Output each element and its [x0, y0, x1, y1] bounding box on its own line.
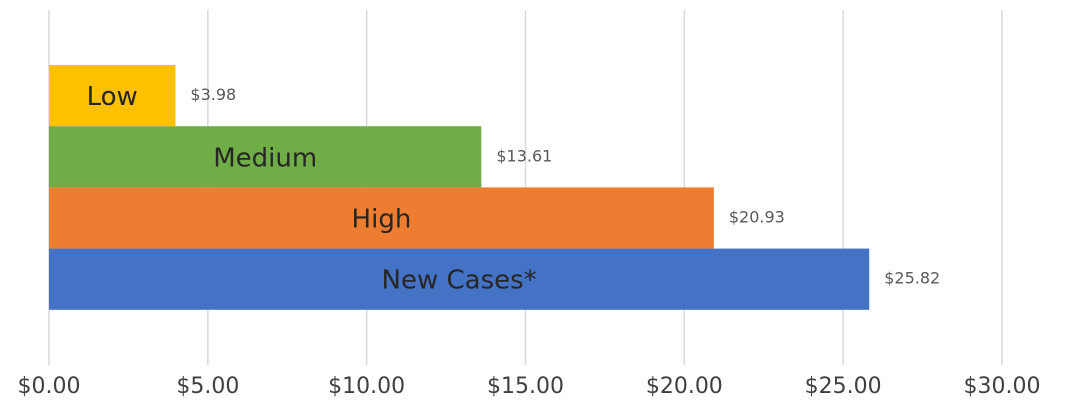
- value-label: $13.61: [496, 146, 552, 165]
- x-tick-label: $20.00: [646, 374, 723, 399]
- bar: [49, 248, 870, 310]
- category-label: Low: [87, 82, 138, 112]
- bar: [49, 126, 482, 188]
- x-tick-label: $5.00: [176, 374, 239, 399]
- value-label: $25.82: [884, 269, 940, 288]
- x-tick-label: $10.00: [328, 374, 405, 399]
- category-label: New Cases*: [382, 266, 537, 296]
- x-tick-label: $15.00: [487, 374, 564, 399]
- value-label: $3.98: [190, 85, 236, 104]
- bar: [49, 187, 714, 249]
- x-tick-label: $30.00: [964, 374, 1041, 399]
- x-tick-label: $0.00: [18, 374, 81, 399]
- category-label: Medium: [213, 143, 317, 173]
- bar: [49, 65, 176, 127]
- x-tick-label: $25.00: [805, 374, 882, 399]
- value-label: $20.93: [729, 208, 785, 227]
- category-label: High: [352, 205, 412, 235]
